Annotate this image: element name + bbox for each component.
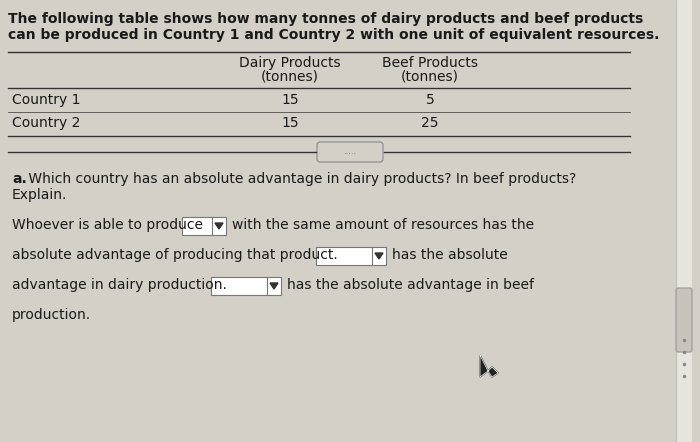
Text: a.: a. [12,172,27,186]
Text: .....: ..... [344,148,356,156]
Text: Beef Products: Beef Products [382,56,478,70]
Text: absolute advantage of producing that product.: absolute advantage of producing that pro… [12,248,337,262]
Text: (tonnes): (tonnes) [261,70,319,84]
Text: Country 1: Country 1 [12,93,81,107]
FancyBboxPatch shape [317,142,383,162]
Bar [676,0,692,442]
Bar [182,217,226,235]
Polygon shape [480,355,498,377]
Text: has the absolute: has the absolute [392,248,508,262]
Polygon shape [270,283,278,289]
Text: (tonnes): (tonnes) [401,70,459,84]
Text: production.: production. [12,308,91,322]
Text: has the absolute advantage in beef: has the absolute advantage in beef [287,278,534,292]
Text: 25: 25 [421,116,439,130]
Bar [316,247,386,265]
FancyBboxPatch shape [676,288,692,352]
Text: Dairy Products: Dairy Products [239,56,341,70]
Text: Whoever is able to produce: Whoever is able to produce [12,218,203,232]
Text: Explain.: Explain. [12,188,67,202]
Text: Which country has an absolute advantage in dairy products? In beef products?: Which country has an absolute advantage … [24,172,576,186]
Text: with the same amount of resources has the: with the same amount of resources has th… [232,218,534,232]
Text: advantage in dairy production.: advantage in dairy production. [12,278,227,292]
Bar [211,277,281,295]
Text: can be produced in Country 1 and Country 2 with one unit of equivalent resources: can be produced in Country 1 and Country… [8,28,659,42]
Polygon shape [215,223,223,229]
Text: The following table shows how many tonnes of dairy products and beef products: The following table shows how many tonne… [8,12,643,26]
Text: 15: 15 [281,93,299,107]
Text: 15: 15 [281,116,299,130]
Polygon shape [375,253,383,259]
Text: 5: 5 [426,93,435,107]
Text: Country 2: Country 2 [12,116,81,130]
